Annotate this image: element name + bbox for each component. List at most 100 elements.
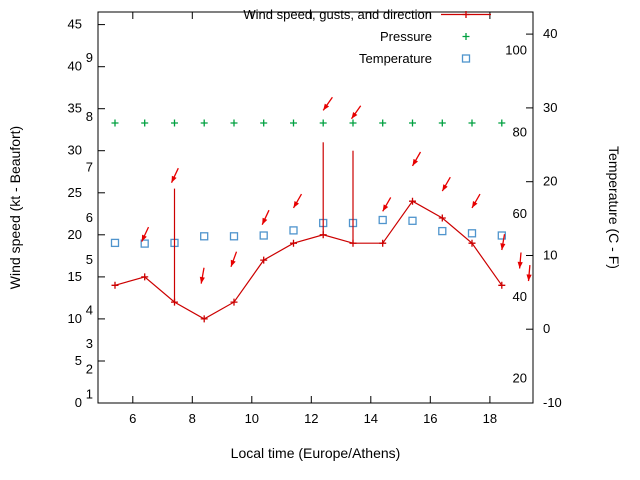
wind-speed-point xyxy=(409,197,416,205)
pressure-point xyxy=(438,119,446,127)
y-right-axis-title: Temperature (C - F) xyxy=(606,146,622,269)
axis-titles: Wind speed (kt - Beaufort) Temperature (C… xyxy=(7,126,622,461)
inner-scales: 1 2 3 4 5 6 7 8 9 20 40 60 80 100 xyxy=(86,42,527,401)
y-left-tick-label: 0 xyxy=(75,395,82,410)
wind-arrow-head xyxy=(472,201,478,208)
wind-speed-series xyxy=(111,197,506,323)
fahrenheit-label: 20 xyxy=(513,371,527,386)
y-left-tick-label: 30 xyxy=(68,143,82,158)
beaufort-label: 4 xyxy=(86,303,93,318)
wind-arrow-head xyxy=(351,112,358,119)
wind-arrow-head xyxy=(141,234,147,242)
wind-speed-point xyxy=(290,239,297,247)
legend: Wind speed, gusts, and direction Pressure… xyxy=(243,7,491,66)
pressure-point xyxy=(111,119,119,127)
y-left-tick-label: 25 xyxy=(68,185,82,200)
legend-temperature-marker xyxy=(461,54,471,63)
legend-label: Pressure xyxy=(380,29,432,44)
pressure-point xyxy=(141,119,149,127)
wind-arrow-head xyxy=(323,103,330,111)
y-left-tick-label: 15 xyxy=(68,269,82,284)
x-tick-label: 8 xyxy=(189,411,196,426)
y-left-axis-title: Wind speed (kt - Beaufort) xyxy=(7,126,23,289)
y-left-tick-label: 20 xyxy=(68,227,82,242)
wind-arrow-head xyxy=(500,243,506,250)
temperature-point xyxy=(378,215,387,225)
pressure-point xyxy=(409,119,416,127)
wind-arrow-head xyxy=(293,201,299,208)
beaufort-label: 7 xyxy=(86,160,93,175)
y-right-tick-label: 30 xyxy=(543,100,557,115)
wind-speed-point xyxy=(349,239,357,247)
temperature-point xyxy=(467,229,477,238)
wind-arrow-head xyxy=(412,158,418,166)
temperature-point xyxy=(229,232,239,241)
wind-arrow-head xyxy=(382,204,389,212)
y-left-tick-label: 5 xyxy=(75,353,82,368)
beaufort-label: 6 xyxy=(86,210,93,225)
wind-speed-point xyxy=(319,231,327,239)
wind-arrow-head xyxy=(199,276,205,284)
wind-direction-arrows xyxy=(141,96,532,284)
wind-speed-line xyxy=(114,200,503,320)
pressure-point xyxy=(468,119,476,127)
wind-speed-point xyxy=(141,273,149,281)
y-right-tick-label: 20 xyxy=(543,174,557,189)
temperature-point xyxy=(110,238,120,248)
pressure-point xyxy=(260,119,268,127)
temperature-point xyxy=(140,239,149,248)
x-tick-label: 12 xyxy=(304,411,318,426)
wind-speed-point xyxy=(171,298,178,306)
beaufort-label: 9 xyxy=(86,50,93,65)
wind-speed-point xyxy=(498,281,506,289)
legend-wind-marker xyxy=(462,11,470,18)
x-tick-label: 6 xyxy=(129,411,136,426)
y-right-tick-label: 0 xyxy=(543,321,550,336)
y-right-tick-label: 10 xyxy=(543,248,557,263)
wind-gust-bars xyxy=(173,142,354,303)
y-left-tick-label: 10 xyxy=(68,311,82,326)
legend-label: Temperature xyxy=(359,51,432,66)
x-tick-label: 10 xyxy=(245,411,259,426)
pressure-point xyxy=(349,119,357,127)
wind-speed-point xyxy=(200,315,208,323)
x-axis-title: Local time (Europe/Athens) xyxy=(231,445,401,461)
wind-speed-point xyxy=(438,214,446,222)
pressure-point xyxy=(498,119,506,127)
temperature-point xyxy=(200,232,209,241)
y-left-tick-label: 40 xyxy=(68,59,82,74)
y-right-tick-label: -10 xyxy=(543,395,562,410)
temperature-point xyxy=(497,231,506,240)
beaufort-label: 3 xyxy=(86,336,93,351)
pressure-point xyxy=(200,119,208,127)
fahrenheit-label: 60 xyxy=(513,206,527,221)
y-right-tick-label: 40 xyxy=(543,26,557,41)
wind-arrow-head xyxy=(442,184,448,192)
legend-label: Wind speed, gusts, and direction xyxy=(243,7,432,22)
wind-arrow-head xyxy=(526,274,532,282)
pressure-point xyxy=(379,119,387,127)
temperature-point xyxy=(259,231,268,240)
wind-arrow-head xyxy=(230,259,236,267)
pressure-series xyxy=(111,119,506,127)
fahrenheit-label: 100 xyxy=(505,42,527,57)
pressure-point xyxy=(319,119,327,127)
x-tick-label: 14 xyxy=(364,411,378,426)
fahrenheit-label: 40 xyxy=(513,289,527,304)
beaufort-label: 5 xyxy=(86,252,93,267)
wind-arrow-head xyxy=(517,261,523,269)
legend-pressure-marker xyxy=(462,33,470,40)
y-left-tick-label: 35 xyxy=(68,101,82,116)
wind-speed-point xyxy=(260,256,268,264)
wind-arrow-head xyxy=(171,175,177,183)
temperature-point xyxy=(438,226,447,236)
wind-speed-point xyxy=(468,239,476,247)
x-tick-label: 18 xyxy=(483,411,497,426)
temperature-point xyxy=(408,216,417,225)
wind-speed-point xyxy=(111,281,119,289)
x-tick-label: 16 xyxy=(423,411,437,426)
pressure-point xyxy=(290,119,297,127)
pressure-point xyxy=(171,119,178,127)
